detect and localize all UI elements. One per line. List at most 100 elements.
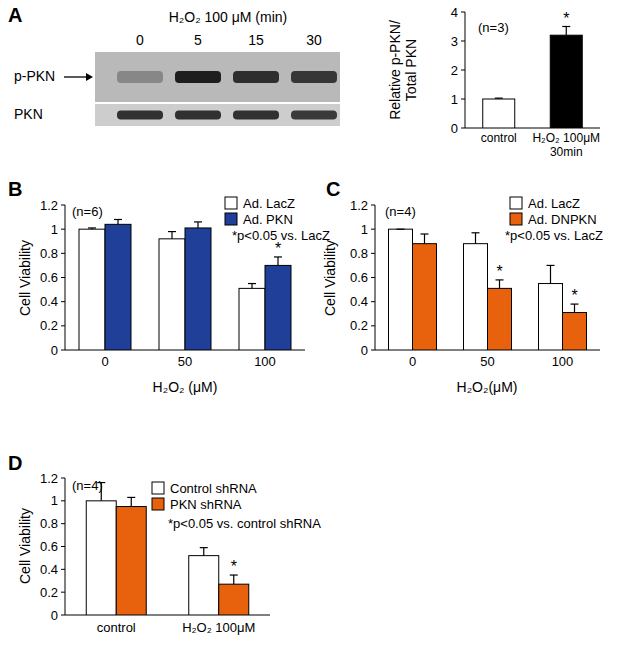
arrow-head — [86, 73, 93, 81]
x-tick-label: H₂O₂ 100μM30min — [532, 131, 600, 159]
error-bar — [496, 280, 504, 288]
y-tick-label: 0.4 — [40, 562, 58, 577]
x-axis-title: H₂O₂ (μM) — [153, 379, 218, 395]
panel-letter: C — [326, 178, 340, 200]
legend-swatch — [225, 197, 237, 209]
bar — [86, 501, 116, 615]
bar — [219, 584, 249, 615]
y-axis-title: Cell Viability — [17, 508, 33, 584]
y-tick — [61, 592, 65, 593]
y-axis-title: Cell Viability — [17, 240, 33, 316]
error-stem — [203, 548, 204, 556]
marks — [86, 483, 249, 615]
x-axis-title: H₂O₂(μM) — [457, 379, 518, 395]
bar — [488, 288, 512, 350]
text-line: Relative p-PKN/ — [387, 20, 403, 120]
legend-swatch — [152, 498, 164, 510]
error-cap — [88, 227, 96, 228]
y-tick — [461, 99, 465, 100]
band — [233, 111, 279, 120]
bar — [159, 239, 185, 350]
significance-mark: * — [496, 263, 502, 280]
error-bar — [230, 575, 238, 584]
error-cap — [421, 233, 429, 234]
y-tick-label: 0 — [51, 343, 58, 358]
legend-label: Ad. LacZ — [528, 196, 580, 211]
bar-panel: B00.20.40.60.811.2Cell ViabilityH₂O₂ (μM… — [8, 178, 330, 395]
error-bar — [495, 98, 503, 100]
y-tick-label: 0.6 — [40, 539, 58, 554]
annotation: *p<0.05 vs. LacZ — [232, 228, 330, 243]
error-stem — [117, 220, 118, 225]
error-stem — [550, 265, 551, 283]
y-tick-label: 0 — [451, 121, 458, 136]
error-stem — [197, 222, 198, 228]
lane-label: 30 — [306, 32, 322, 48]
y-tick-label: 1 — [51, 493, 58, 508]
x-tick-label: 0 — [409, 354, 416, 369]
y-tick-label: 0.8 — [350, 246, 368, 261]
x-tick-label: 50 — [480, 354, 494, 369]
marks — [483, 27, 583, 129]
error-cap — [168, 231, 176, 232]
y-tick — [61, 229, 65, 230]
panel-letter: B — [8, 178, 22, 200]
band — [291, 71, 337, 83]
x-tick-label: 0 — [101, 354, 108, 369]
error-cap — [397, 229, 405, 230]
legend-label: Control shRNA — [170, 481, 257, 496]
y-tick-label: 0.8 — [40, 246, 58, 261]
legend-label: Ad. DNPKN — [528, 212, 597, 227]
y-tick — [461, 128, 465, 129]
marks — [389, 229, 587, 350]
y-tick — [371, 325, 375, 326]
bar — [116, 507, 146, 615]
y-tick — [371, 229, 375, 230]
legend-label: Ad. PKN — [243, 212, 293, 227]
error-stem — [131, 497, 132, 506]
error-stem — [475, 233, 476, 244]
legend-swatch — [152, 482, 164, 494]
legend-swatch — [510, 197, 522, 209]
panel-letter: A — [8, 4, 22, 26]
text-line: Total PKN — [403, 39, 419, 101]
error-bar — [397, 229, 405, 230]
y-tick-label: 0.2 — [350, 318, 368, 333]
y-tick — [61, 350, 65, 351]
y-tick — [461, 70, 465, 71]
error-stem — [233, 575, 234, 584]
error-cap — [114, 219, 122, 220]
y-tick — [61, 500, 65, 501]
bar — [265, 265, 291, 350]
mark-labels: * — [563, 10, 569, 27]
panel-letter: D — [8, 452, 22, 474]
y-tick — [371, 205, 375, 206]
x-tick-label: 100 — [552, 354, 574, 369]
error-cap — [472, 232, 480, 233]
y-axis-title: Relative p-PKN/Total PKN — [387, 20, 419, 120]
text-line: 30min — [550, 145, 583, 159]
band — [175, 71, 221, 83]
significance-mark: * — [571, 287, 577, 304]
y-tick — [61, 205, 65, 206]
y-axis — [375, 205, 376, 350]
error-bar — [421, 234, 429, 244]
mark-labels: * — [231, 558, 237, 575]
y-tick-label: 0.4 — [40, 294, 58, 309]
error-bar — [472, 233, 480, 244]
band — [233, 71, 279, 83]
blot-title: H₂O₂ 100 μM (min) — [169, 9, 288, 25]
y-tick — [461, 41, 465, 42]
error-bar — [88, 228, 96, 229]
y-tick — [371, 253, 375, 254]
lane-label: 0 — [136, 32, 144, 48]
y-tick-label: 1.2 — [350, 198, 368, 213]
y-tick-label: 1.2 — [40, 471, 58, 486]
annotation: (n=4) — [385, 204, 416, 219]
bar — [550, 35, 582, 128]
annotation: (n=3) — [478, 20, 509, 35]
error-cap — [547, 265, 555, 266]
blot-panel: AH₂O₂ 100 μM (min)051530p-PKNPKN — [8, 4, 340, 126]
bar — [483, 99, 515, 128]
y-tick — [61, 478, 65, 479]
